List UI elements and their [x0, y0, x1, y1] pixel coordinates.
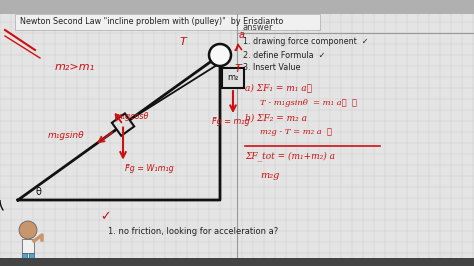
Text: answer: answer [243, 23, 273, 32]
Bar [22, 253, 27, 263]
Text: a) ΣF₁ = m₁ a⃗: a) ΣF₁ = m₁ a⃗ [245, 84, 312, 93]
Text: m₂g - T = m₂ a  ✓: m₂g - T = m₂ a ✓ [260, 128, 332, 136]
Text: 1. no friction, looking for acceleration a?: 1. no friction, looking for acceleration… [108, 227, 278, 236]
Bar [0, 0, 474, 14]
Text: F⃗g = W₁m₁g: F⃗g = W₁m₁g [125, 164, 174, 173]
Text: m₂: m₂ [228, 73, 239, 82]
Circle shape [19, 221, 37, 239]
Text: T: T [180, 37, 187, 47]
Polygon shape [112, 113, 134, 136]
Bar [15, 14, 320, 30]
Text: m₁gsinθ: m₁gsinθ [48, 131, 84, 139]
Text: Newton Second Law "incline problem with (pulley)"  by Erisdianto: Newton Second Law "incline problem with … [20, 18, 283, 27]
Text: ΣF_tot = (m₁+m₂) a: ΣF_tot = (m₁+m₂) a [245, 151, 335, 161]
Text: 1. drawing force component  ✓: 1. drawing force component ✓ [243, 38, 368, 47]
Bar [0, 258, 474, 266]
Circle shape [209, 44, 231, 66]
Text: ✓: ✓ [100, 210, 110, 223]
Bar [29, 253, 34, 263]
Text: 2. define Formula  ✓: 2. define Formula ✓ [243, 51, 325, 60]
Text: a: a [239, 30, 245, 40]
Text: F⃗g = m₂g: F⃗g = m₂g [212, 118, 250, 127]
Text: m₁gcosθ: m₁gcosθ [115, 112, 149, 121]
Text: T - m₁gsinθ  = m₁ a⃗  ✓: T - m₁gsinθ = m₁ a⃗ ✓ [260, 99, 357, 107]
Text: m₂>m₁: m₂>m₁ [55, 62, 95, 72]
Bar [222, 68, 244, 88]
Text: θ: θ [36, 187, 42, 197]
Text: b) ΣF₂ = m₂ a: b) ΣF₂ = m₂ a [245, 114, 307, 123]
Text: 3. Insert Value: 3. Insert Value [243, 63, 301, 72]
Text: T: T [235, 64, 242, 74]
Text: m₂g: m₂g [260, 172, 279, 181]
Bar [22, 239, 34, 253]
